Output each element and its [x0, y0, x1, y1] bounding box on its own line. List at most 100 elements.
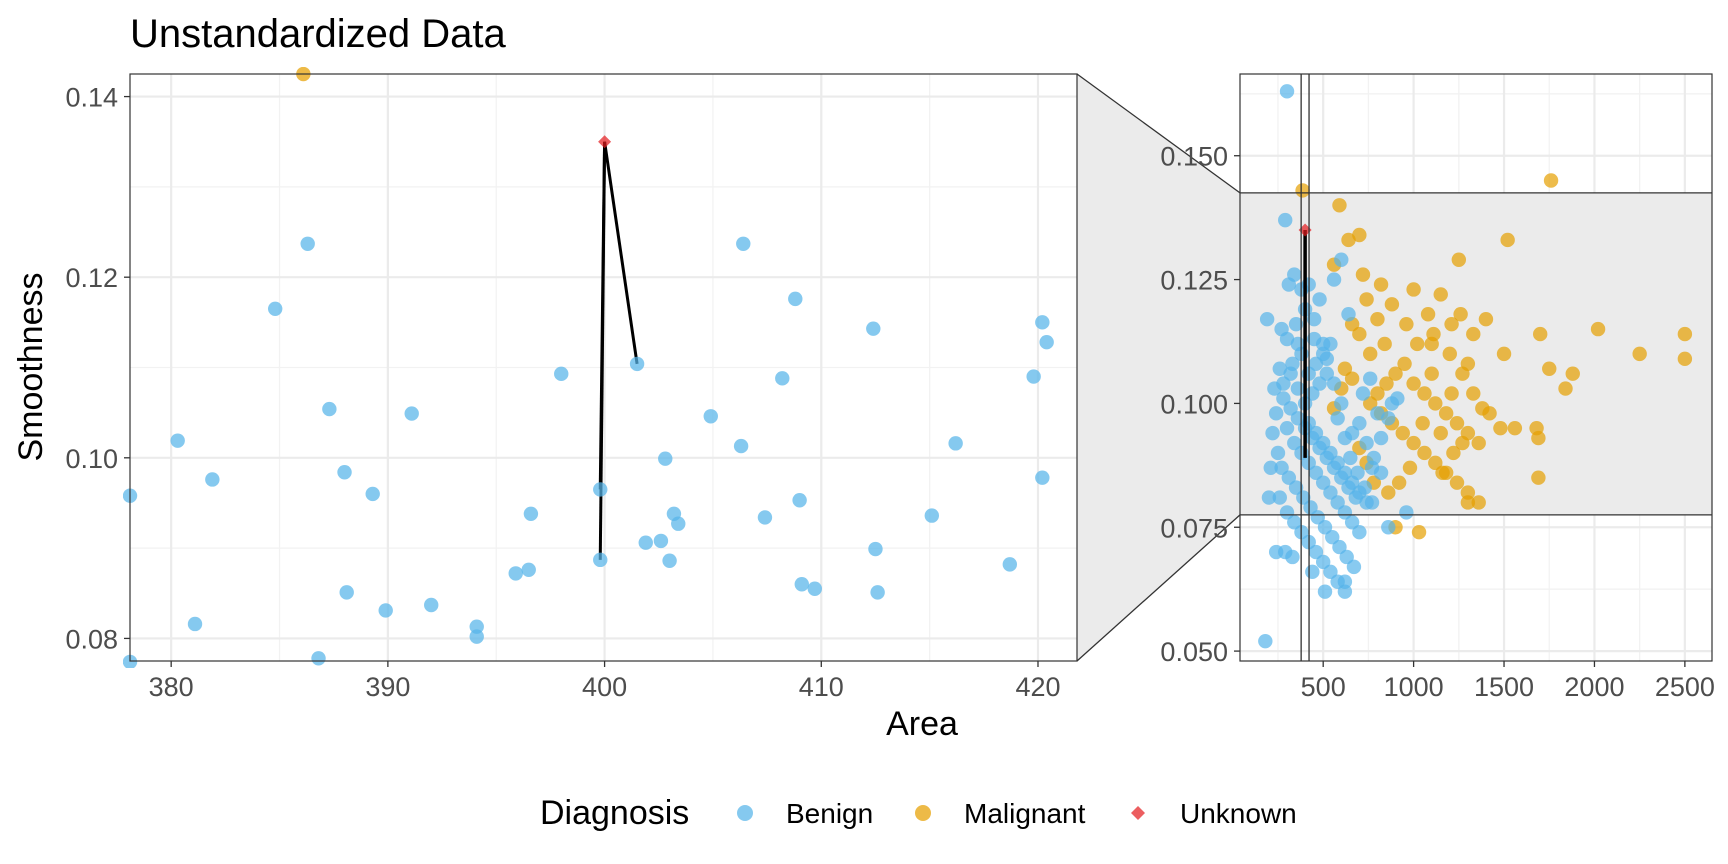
point-benign — [1352, 416, 1367, 431]
point-benign — [662, 553, 677, 568]
point-benign — [1290, 381, 1306, 396]
point-malignant — [1332, 198, 1347, 213]
point-unknown — [598, 135, 612, 149]
point-benign — [1303, 500, 1318, 515]
point-benign — [322, 401, 337, 417]
legend-label-benign: Benign — [786, 798, 873, 829]
x-tick-label: 380 — [149, 672, 194, 702]
point-malignant — [1373, 277, 1389, 292]
point-malignant — [1406, 435, 1421, 451]
point-benign — [1287, 515, 1302, 530]
point-benign — [1276, 391, 1291, 406]
point-benign — [792, 493, 807, 508]
point-benign — [1002, 557, 1018, 572]
point-benign — [1308, 425, 1324, 441]
point-benign — [1035, 470, 1050, 485]
point-malignant — [1451, 252, 1467, 267]
point-benign — [267, 301, 283, 316]
y-tick-label: 0.125 — [1160, 266, 1228, 296]
point-malignant — [1449, 416, 1465, 431]
legend-title: Diagnosis — [540, 794, 689, 832]
point-benign — [1283, 366, 1298, 381]
point-benign — [1274, 460, 1289, 476]
point-malignant — [1444, 386, 1459, 401]
point-benign — [1315, 554, 1331, 570]
point-benign — [1261, 490, 1277, 505]
point-malignant — [1420, 307, 1436, 322]
point-benign — [593, 482, 608, 497]
x-tick-label: 420 — [1015, 672, 1060, 702]
legend-key-unknown — [1131, 806, 1145, 820]
legend-key-benign — [737, 805, 753, 821]
legend: Diagnosis Benign Malignant Unknown — [540, 794, 1297, 832]
point-benign — [1315, 346, 1331, 362]
point-benign — [1373, 430, 1389, 446]
point-benign — [788, 291, 803, 307]
point-benign — [1296, 490, 1311, 505]
point-benign — [775, 371, 790, 386]
point-malignant — [1337, 361, 1353, 376]
point-benign — [1363, 371, 1378, 386]
point-malignant — [1442, 346, 1457, 362]
legend-label-unknown: Unknown — [1180, 798, 1297, 829]
point-benign — [1283, 401, 1298, 416]
point-malignant — [1399, 316, 1414, 332]
connector-fill — [1077, 74, 1240, 661]
x-tick-label: 500 — [1301, 672, 1346, 702]
chart-title: Unstandardized Data — [130, 12, 507, 56]
point-benign — [1381, 520, 1396, 535]
point-malignant — [1428, 396, 1443, 411]
y-tick-label: 0.075 — [1160, 513, 1228, 543]
main-y-axis: 0.08 0.10 0.12 0.14 — [65, 83, 130, 654]
point-malignant — [1446, 445, 1461, 461]
highlight-region-lines — [1240, 74, 1712, 661]
point-benign — [1370, 406, 1385, 421]
point-benign — [1308, 544, 1324, 560]
point-benign — [1272, 490, 1287, 505]
point-malignant — [1377, 336, 1392, 352]
point-malignant — [1466, 326, 1481, 342]
y-tick-label: 0.150 — [1160, 142, 1228, 172]
point-malignant — [1677, 326, 1693, 342]
point-benign — [1276, 376, 1291, 391]
point-malignant — [1397, 356, 1412, 371]
point-benign — [733, 438, 749, 454]
point-malignant — [1391, 475, 1407, 490]
point-benign — [1306, 312, 1322, 327]
point-malignant — [1370, 386, 1385, 401]
point-benign — [1337, 584, 1353, 599]
point-benign — [1352, 525, 1367, 540]
point-benign — [1337, 465, 1353, 480]
point-malignant — [1493, 420, 1508, 436]
point-benign — [469, 619, 484, 634]
zoom-y-axis: 0.050 0.075 0.100 0.125 0.150 — [1160, 142, 1240, 667]
point-malignant — [1438, 406, 1454, 421]
y-tick-label: 0.14 — [65, 83, 118, 113]
x-axis-label: Area — [886, 705, 958, 743]
point-benign — [365, 486, 380, 502]
point-benign — [1039, 335, 1054, 350]
zoom-points — [1258, 84, 1693, 649]
point-benign — [1308, 356, 1324, 371]
point-malignant — [1363, 396, 1378, 411]
point-malignant — [1295, 183, 1310, 198]
point-malignant — [1455, 435, 1470, 451]
point-malignant — [1352, 227, 1367, 243]
point-malignant — [1532, 326, 1548, 342]
point-benign — [523, 506, 539, 521]
point-benign — [1278, 212, 1293, 228]
point-benign — [1334, 396, 1349, 411]
point-benign — [1315, 435, 1331, 451]
x-tick-label: 410 — [799, 672, 844, 702]
point-benign — [508, 566, 523, 581]
point-malignant — [1406, 282, 1421, 297]
point-benign — [1268, 544, 1284, 560]
point-benign — [1323, 485, 1338, 500]
point-benign — [1330, 411, 1345, 426]
point-benign — [1259, 312, 1275, 327]
point-benign — [1323, 336, 1338, 352]
y-tick-label: 0.050 — [1160, 637, 1228, 667]
point-benign — [593, 552, 608, 568]
point-malignant — [1435, 465, 1450, 480]
